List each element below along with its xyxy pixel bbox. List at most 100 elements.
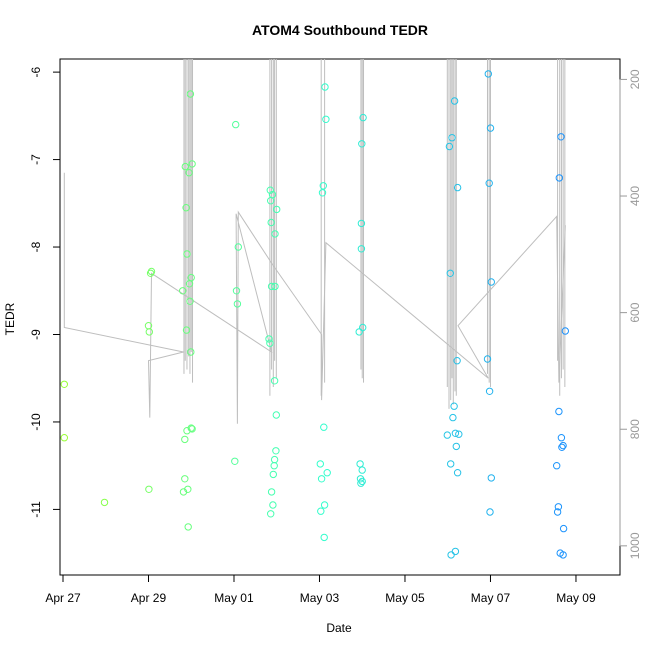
data-point	[450, 402, 458, 410]
x-tick-label: May 03	[300, 591, 340, 605]
data-point	[483, 355, 492, 363]
data-point	[272, 411, 280, 419]
data-point	[60, 434, 69, 442]
data-point	[182, 204, 190, 212]
data-point	[233, 300, 242, 308]
y2-tick-label: 600	[628, 302, 642, 322]
data-point	[358, 140, 366, 148]
data-point	[317, 507, 325, 515]
y-tick-label: -6	[29, 66, 43, 77]
y-tick-label: -9	[29, 329, 43, 340]
data-point	[267, 218, 275, 227]
data-point	[320, 501, 329, 509]
data-point	[187, 424, 195, 432]
data-point	[270, 455, 279, 464]
data-point	[323, 469, 331, 477]
data-point	[184, 485, 192, 493]
data-point	[455, 430, 463, 438]
data-point	[487, 278, 495, 286]
data-point	[269, 470, 277, 479]
data-point	[319, 182, 327, 190]
data-point	[443, 431, 451, 439]
data-point	[181, 435, 189, 444]
data-point	[555, 174, 563, 182]
data-point	[561, 327, 569, 335]
data-point	[320, 423, 328, 431]
data-point	[147, 267, 156, 276]
data-point	[181, 162, 190, 171]
data-point	[359, 113, 367, 122]
y2-tick-label: 800	[628, 419, 642, 439]
data-point	[266, 339, 274, 347]
data-point	[273, 205, 281, 214]
y2-tick-label: 1000	[628, 532, 642, 559]
data-point	[267, 488, 276, 496]
data-point	[356, 460, 364, 468]
data-point	[557, 434, 566, 442]
data-point	[555, 407, 563, 416]
data-point	[485, 387, 494, 395]
data-point	[452, 442, 460, 451]
data-point	[272, 447, 280, 455]
data-point	[451, 547, 460, 556]
data-point	[186, 90, 195, 98]
data-point	[453, 357, 461, 365]
data-point	[187, 273, 195, 282]
data-point	[183, 250, 191, 258]
data-point	[447, 460, 455, 468]
data-point	[60, 380, 69, 388]
data-point	[486, 508, 494, 516]
data-point	[484, 70, 492, 78]
data-point	[187, 348, 195, 356]
data-point	[553, 508, 562, 516]
data-point	[553, 462, 561, 470]
data-point	[559, 441, 567, 450]
y-axis-left: -6 -7 -8 -9 -10 -11	[29, 66, 61, 518]
data-point	[182, 326, 191, 334]
data-point	[267, 282, 276, 291]
data-point	[234, 243, 243, 251]
data-point	[453, 183, 462, 192]
data-point	[451, 429, 460, 437]
x-tick-label: Apr 29	[131, 591, 167, 605]
data-point	[487, 474, 495, 482]
data-point	[267, 510, 275, 518]
y2-tick-label: 400	[628, 186, 642, 206]
x-tick-label: May 07	[471, 591, 511, 605]
data-point	[322, 115, 330, 124]
data-point	[184, 523, 192, 531]
data-point	[100, 498, 109, 507]
data-point	[447, 551, 455, 559]
data-point	[265, 335, 273, 343]
data-point	[320, 533, 328, 542]
x-tick-label: May 05	[385, 591, 425, 605]
y-tick-label: -11	[29, 501, 43, 518]
data-point	[554, 503, 563, 511]
data-point	[181, 475, 189, 483]
data-point	[557, 133, 565, 141]
data-points-layer	[60, 70, 569, 559]
data-point	[231, 457, 239, 465]
data-point	[453, 469, 462, 477]
data-point	[269, 501, 277, 509]
y-tick-label: -10	[29, 413, 43, 431]
data-point	[448, 134, 456, 142]
y-axis-label: TEDR	[3, 302, 17, 335]
data-point	[271, 230, 279, 238]
x-axis: Apr 27 Apr 29 May 01 May 03 May 05 May 07 May …	[45, 574, 596, 605]
data-point	[358, 466, 366, 474]
data-point	[446, 269, 454, 277]
x-tick-label: Apr 27	[45, 591, 81, 605]
data-point	[558, 443, 566, 451]
x-tick-label: May 09	[556, 591, 596, 605]
data-point	[188, 160, 196, 168]
data-point	[359, 323, 367, 332]
data-point	[179, 287, 187, 295]
data-point	[271, 282, 279, 291]
data-point	[145, 328, 154, 336]
y-axis-right: 200 400 600 800 1000	[619, 69, 642, 559]
data-point	[357, 245, 366, 253]
data-point	[266, 186, 274, 194]
